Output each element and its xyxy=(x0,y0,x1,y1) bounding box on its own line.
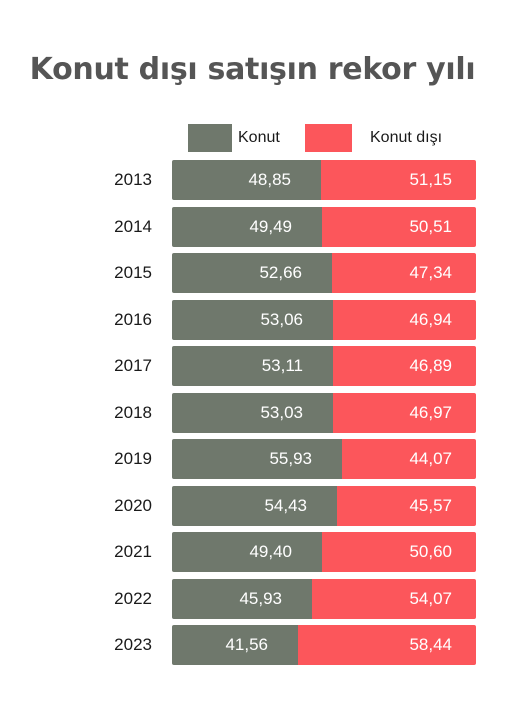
bar-segment-konut-disi: 50,60 xyxy=(322,532,476,572)
year-label: 2020 xyxy=(114,495,152,515)
chart-title: Konut dışı satışın rekor yılı xyxy=(29,52,476,87)
year-label: 2019 xyxy=(114,449,152,468)
bar-row: 48,85 51,15 xyxy=(172,160,476,200)
bar-segment-konut: 55,93 xyxy=(172,439,342,479)
bar-row: 52,66 47,34 xyxy=(172,253,476,293)
legend-label: Konut dışı xyxy=(370,129,443,146)
bar-row: 54,43 45,57 xyxy=(172,485,476,526)
bar-segment-konut: 41,56 xyxy=(172,625,298,665)
bar-row: 53,03 46,97 xyxy=(172,392,476,433)
bar-row: 45,93 54,07 xyxy=(172,578,476,619)
bar-segment-konut: 48,85 xyxy=(172,160,321,200)
year-label: 2021 xyxy=(114,542,152,561)
bar-row: 49,40 50,60 xyxy=(172,532,476,572)
bar-segment-konut-disi: 47,34 xyxy=(332,253,476,293)
bar-segment-konut: 49,49 xyxy=(172,206,322,247)
year-label: 2023 xyxy=(114,635,152,654)
bar-segment-konut: 49,40 xyxy=(172,532,322,572)
bar-segment-konut-disi: 46,97 xyxy=(333,392,476,433)
bar-segment-konut: 54,43 xyxy=(172,485,337,526)
bar-segment-konut: 52,66 xyxy=(172,253,332,293)
year-label: 2018 xyxy=(114,402,152,422)
bar-segment-konut: 53,06 xyxy=(172,299,333,340)
bar-segment-konut-disi: 46,94 xyxy=(333,299,476,340)
year-label: 2015 xyxy=(114,263,152,282)
bar-segment-konut-disi: 50,51 xyxy=(322,206,476,247)
year-label: 2017 xyxy=(114,356,152,375)
bar-segment-konut-disi: 54,07 xyxy=(312,578,476,619)
bar-row: 49,49 50,51 xyxy=(172,206,476,247)
year-label: 2022 xyxy=(114,588,152,608)
year-label: 2016 xyxy=(114,309,152,329)
year-label: 2014 xyxy=(114,216,152,236)
bar-segment-konut: 53,03 xyxy=(172,392,333,433)
bar-row: 41,56 58,44 xyxy=(172,625,476,665)
legend-swatch xyxy=(305,124,352,152)
legend-label: Konut xyxy=(238,129,280,146)
bar-segment-konut: 53,11 xyxy=(172,346,333,386)
bar-segment-konut-disi: 45,57 xyxy=(337,485,476,526)
bar-row: 53,11 46,89 xyxy=(172,346,476,386)
bar-segment-konut-disi: 46,89 xyxy=(333,346,476,386)
bar-segment-konut-disi: 44,07 xyxy=(342,439,476,479)
bar-segment-konut-disi: 51,15 xyxy=(321,160,476,200)
bar-row: 53,06 46,94 xyxy=(172,299,476,340)
bar-row: 55,93 44,07 xyxy=(172,439,476,479)
bar-segment-konut-disi: 58,44 xyxy=(298,625,476,665)
bar-segment-konut: 45,93 xyxy=(172,578,312,619)
year-label: 2013 xyxy=(114,170,152,189)
legend-swatch xyxy=(188,124,232,152)
